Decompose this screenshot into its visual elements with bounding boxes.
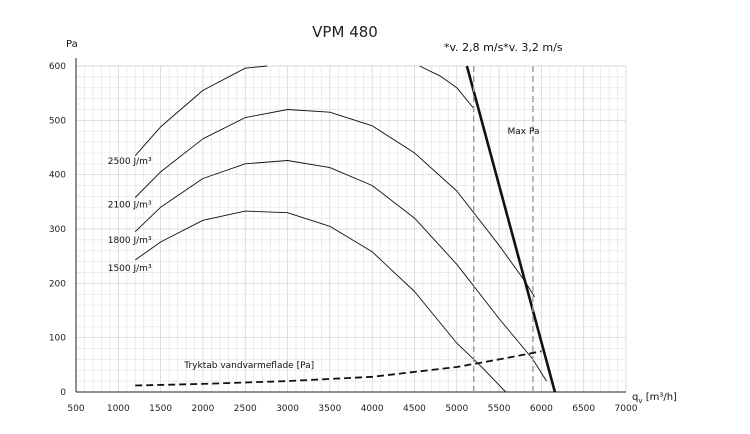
x-tick-label: 4500 bbox=[403, 404, 426, 414]
y-tick-label: 0 bbox=[60, 388, 66, 398]
curve-label: Tryktab vandvarmeflade [Pa] bbox=[183, 361, 314, 371]
curve-label: 1800 J/m³ bbox=[108, 236, 152, 246]
velocity-label: *v. 2,8 m/s bbox=[444, 41, 504, 54]
velocity-label: *v. 3,2 m/s bbox=[503, 41, 563, 54]
x-tick-label: 2000 bbox=[191, 404, 214, 414]
x-tick-label: 1500 bbox=[149, 404, 172, 414]
series-line bbox=[419, 65, 475, 109]
curve-label: 2500 J/m³ bbox=[108, 157, 152, 167]
x-tick-label: 3500 bbox=[318, 404, 341, 414]
series-line bbox=[134, 109, 535, 298]
y-tick-label: 400 bbox=[49, 171, 66, 181]
x-tick-label: 2500 bbox=[234, 404, 257, 414]
chart-title: VPM 480 bbox=[312, 23, 378, 41]
axes: 500 1000 1500 2000 2500 3000 3500 4000 4500 5000 5… bbox=[49, 58, 638, 414]
series-lines bbox=[134, 65, 557, 393]
x-tick-label: 6000 bbox=[530, 404, 553, 414]
y-tick-label: 500 bbox=[49, 116, 66, 126]
series-line bbox=[465, 65, 557, 393]
y-tick-label: 200 bbox=[49, 279, 66, 289]
grid bbox=[75, 65, 627, 393]
y-tick-label: 600 bbox=[49, 62, 66, 72]
chart-labels: 2500 J/m³ 2100 J/m³ 1800 J/m³ 1500 J/m³ Max … bbox=[108, 127, 540, 371]
x-axis-label-sub: v bbox=[638, 397, 642, 405]
series-line bbox=[134, 160, 547, 382]
x-tick-label: 3000 bbox=[276, 404, 299, 414]
curve-label: 1500 J/m³ bbox=[108, 264, 152, 274]
series-line bbox=[134, 210, 507, 393]
series-line bbox=[135, 350, 542, 387]
curve-label: Max Pa bbox=[508, 127, 540, 137]
x-tick-label: 7000 bbox=[615, 404, 638, 414]
y-tick-label: 100 bbox=[49, 334, 66, 344]
series-line bbox=[134, 65, 268, 156]
x-tick-label: 1000 bbox=[107, 404, 130, 414]
x-axis-label-unit: [m³/h] bbox=[643, 392, 678, 403]
x-axis-label: qv [m³/h] bbox=[632, 392, 677, 405]
x-tick-label: 5500 bbox=[488, 404, 511, 414]
velocity-lines: *v. 2,8 m/s *v. 3,2 m/s bbox=[444, 41, 563, 392]
x-tick-label: 5000 bbox=[445, 404, 468, 414]
y-axis-label: Pa bbox=[66, 39, 78, 50]
curve-label: 2100 J/m³ bbox=[108, 201, 152, 211]
x-tick-label: 4000 bbox=[361, 404, 384, 414]
x-axis-label-main: q bbox=[632, 392, 638, 403]
x-tick-label: 6500 bbox=[572, 404, 595, 414]
y-tick-label: 300 bbox=[49, 225, 66, 235]
x-tick-label: 500 bbox=[67, 404, 84, 414]
